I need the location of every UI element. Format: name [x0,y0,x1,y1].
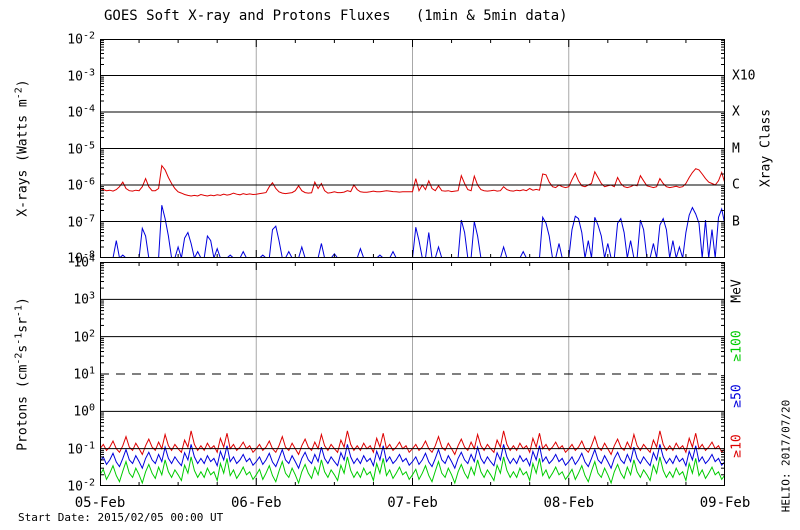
y-tick-label: 104 [73,253,95,271]
xray-class-label: M [732,141,740,156]
y-tick-label: 102 [73,327,95,346]
xray-class-label: X10 [732,68,756,83]
xray-class-label: X [732,104,740,120]
xray-flux-chart [100,39,725,258]
helio-watermark: HELIO: 2017/07/20 [779,399,793,513]
xray-axis-title: X-rays (Watts m-2) [13,79,31,217]
proton-axis-title: Protons (cm-2s-1sr-1) [13,297,31,451]
y-tick-label: 10-4 [67,103,95,121]
y-tick-label: 10-2 [67,477,95,495]
plot-title: GOES Soft X-ray and Protons Fluxes (1min… [104,8,568,24]
y-tick-label: 10-7 [67,212,95,231]
y-tick-label: 10-6 [67,176,95,194]
x-axis-date-label: 07-Feb [387,495,438,511]
y-tick-label: 10-8 [67,249,95,267]
y-tick-label: 10-3 [67,66,95,85]
y-tick-label: 10-5 [67,139,95,158]
y-tick-label: 10-1 [67,439,95,458]
y-tick-label: 103 [73,290,95,308]
proton-flux-chart [100,262,725,486]
x-axis-date-label: 09-Feb [699,495,751,511]
proton-energy-label: ≥10 [729,434,745,458]
x-axis-date-label: 05-Feb [74,495,126,511]
y-tick-label: 100 [73,402,95,420]
xray-class-axis-title: Xray Class [758,108,774,188]
proton-energy-label: ≥50 [729,384,745,408]
proton-energy-label: ≥100 [729,330,745,362]
x-axis-date-label: 06-Feb [230,495,282,511]
y-tick-label: 10-2 [67,30,95,48]
start-date-caption: Start Date: 2015/02/05 00:00 UT [18,511,224,524]
proton-energy-axis-title: MeV [729,279,745,303]
xray-class-label: C [732,177,740,193]
xray-class-label: B [732,214,740,229]
x-axis-date-label: 08-Feb [543,495,595,511]
y-tick-label: 101 [73,365,95,383]
